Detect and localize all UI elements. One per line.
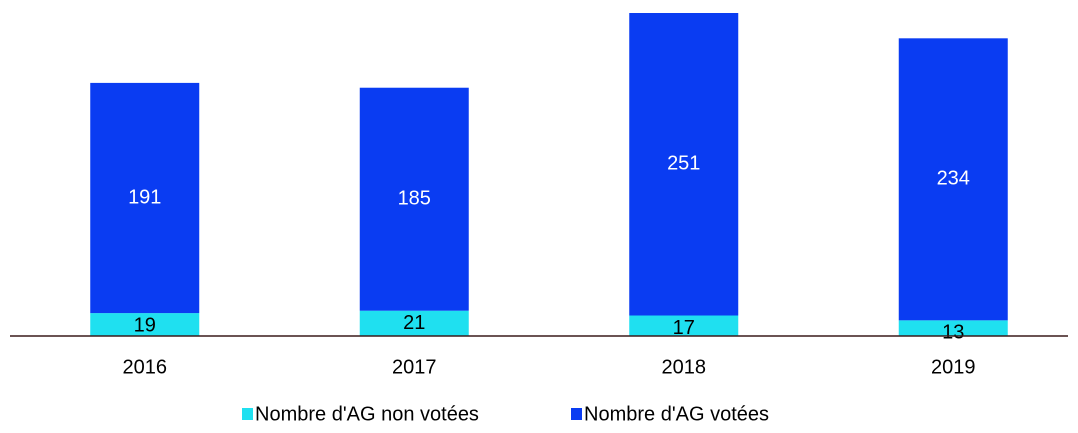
bar-segment [90, 82, 200, 314]
x-tick-label: 2018 [662, 356, 707, 378]
legend-label: Nombre d'AG non votées [255, 403, 479, 425]
data-label: 19 [134, 314, 156, 336]
data-label: 21 [403, 312, 425, 334]
bar-segment [359, 87, 469, 311]
bar-segment [898, 320, 1008, 336]
data-label: 191 [128, 186, 161, 208]
data-label: 17 [673, 317, 695, 339]
data-label: 251 [667, 153, 700, 175]
bar-segment [898, 38, 1008, 321]
legend-swatch [242, 408, 253, 420]
bar-segment [90, 313, 200, 336]
data-label: 13 [942, 322, 964, 344]
data-label: 185 [398, 187, 431, 209]
bar-segment [359, 310, 469, 336]
x-tick-label: 2017 [392, 356, 437, 378]
data-label: 234 [937, 168, 970, 190]
legend-swatch [571, 408, 582, 420]
x-tick-label: 2016 [123, 356, 168, 378]
bar-segment [629, 315, 739, 336]
x-tick-label: 2019 [931, 356, 976, 378]
bar-segment [629, 13, 739, 316]
legend-label: Nombre d'AG votées [584, 403, 769, 425]
